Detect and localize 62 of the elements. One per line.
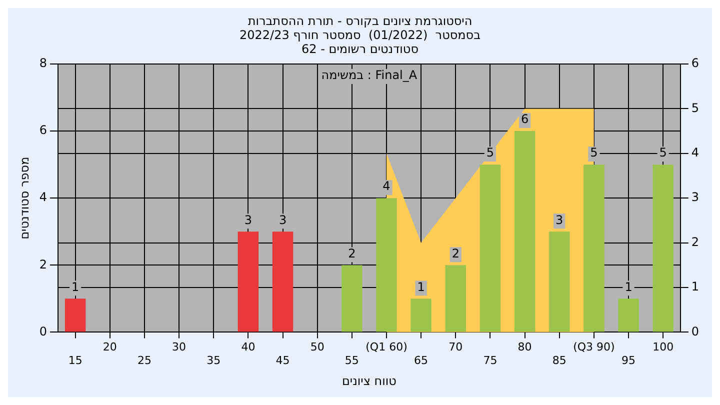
- y2-tick-label: 3: [691, 190, 700, 204]
- x-tick-label: 30: [172, 340, 186, 354]
- chart-subtitle: בסמסטר (01/2022) סמסטר חורף 2022/23: [239, 28, 481, 42]
- y-tick-label: 0: [39, 324, 48, 338]
- x-tick-label: 95: [622, 354, 636, 367]
- x-tick-label: 15: [68, 354, 82, 367]
- x-tick-label: (Q1 60): [366, 340, 408, 354]
- data-label: 2: [452, 246, 460, 260]
- data-label: 5: [659, 146, 667, 160]
- x-tick-label: 35: [206, 354, 221, 367]
- bar: [410, 298, 432, 332]
- y-tick-label: 8: [39, 56, 48, 70]
- data-label: 3: [244, 212, 252, 227]
- bar: [584, 164, 604, 332]
- y2-tick-label: 4: [691, 146, 700, 160]
- bar: [64, 298, 86, 332]
- data-label: 5: [486, 146, 494, 160]
- x-tick-label: 85: [552, 354, 566, 367]
- y-axis-title: מספר סטודנטים: [17, 156, 32, 240]
- x-tick-label: 50: [310, 340, 324, 354]
- text: סטודנטים רשומים - 62: [301, 42, 419, 56]
- data-label: 6: [520, 112, 529, 126]
- y-tick-label: 6: [39, 123, 48, 138]
- x-tick-label: 25: [137, 354, 152, 367]
- y2-tick-label: 6: [691, 56, 700, 70]
- x-tick-label: 20: [102, 340, 117, 354]
- x-tick-label: 45: [276, 354, 290, 367]
- data-label: 2: [348, 246, 356, 260]
- bar: [652, 164, 674, 332]
- x-tick-label: 100: [652, 340, 674, 354]
- bar: [548, 232, 570, 332]
- y2-tick-label: 2: [691, 234, 700, 249]
- bar: [272, 232, 294, 332]
- bar: [376, 198, 397, 332]
- data-label: 4: [382, 179, 390, 194]
- data-label: 3: [278, 212, 287, 227]
- x-axis-title: טווח ציונים: [342, 374, 397, 388]
- x-tick-label: 80: [518, 340, 532, 354]
- y2-tick-label: 1: [691, 280, 700, 294]
- bar: [445, 265, 466, 332]
- x-tick-label: 40: [241, 340, 256, 354]
- y2-tick-label: 0: [691, 324, 700, 338]
- data-label: 1: [417, 280, 425, 294]
- x-tick-label: 65: [414, 354, 428, 367]
- x-tick-label: 55: [344, 354, 359, 367]
- bar: [618, 298, 639, 332]
- chart-title: היסטוגרמת ציונים בקורס - תורת ההסתברות: [248, 14, 472, 28]
- y-tick-label: 4: [39, 190, 48, 204]
- data-label: 1: [624, 280, 632, 294]
- data-label: 5: [590, 146, 598, 160]
- annotation: במשימה : Final_A: [321, 68, 418, 82]
- data-label: 1: [72, 280, 80, 294]
- y2-tick-label: 5: [691, 100, 700, 115]
- data-label: 3: [556, 212, 564, 227]
- bar: [342, 265, 362, 332]
- bar: [514, 131, 536, 332]
- x-tick-label: 75: [483, 354, 498, 367]
- y-tick-label: 2: [39, 257, 48, 272]
- x-tick-label: 70: [448, 340, 463, 354]
- x-tick-label: (Q3 90): [573, 340, 615, 354]
- bar: [480, 164, 501, 332]
- bar: [238, 232, 259, 332]
